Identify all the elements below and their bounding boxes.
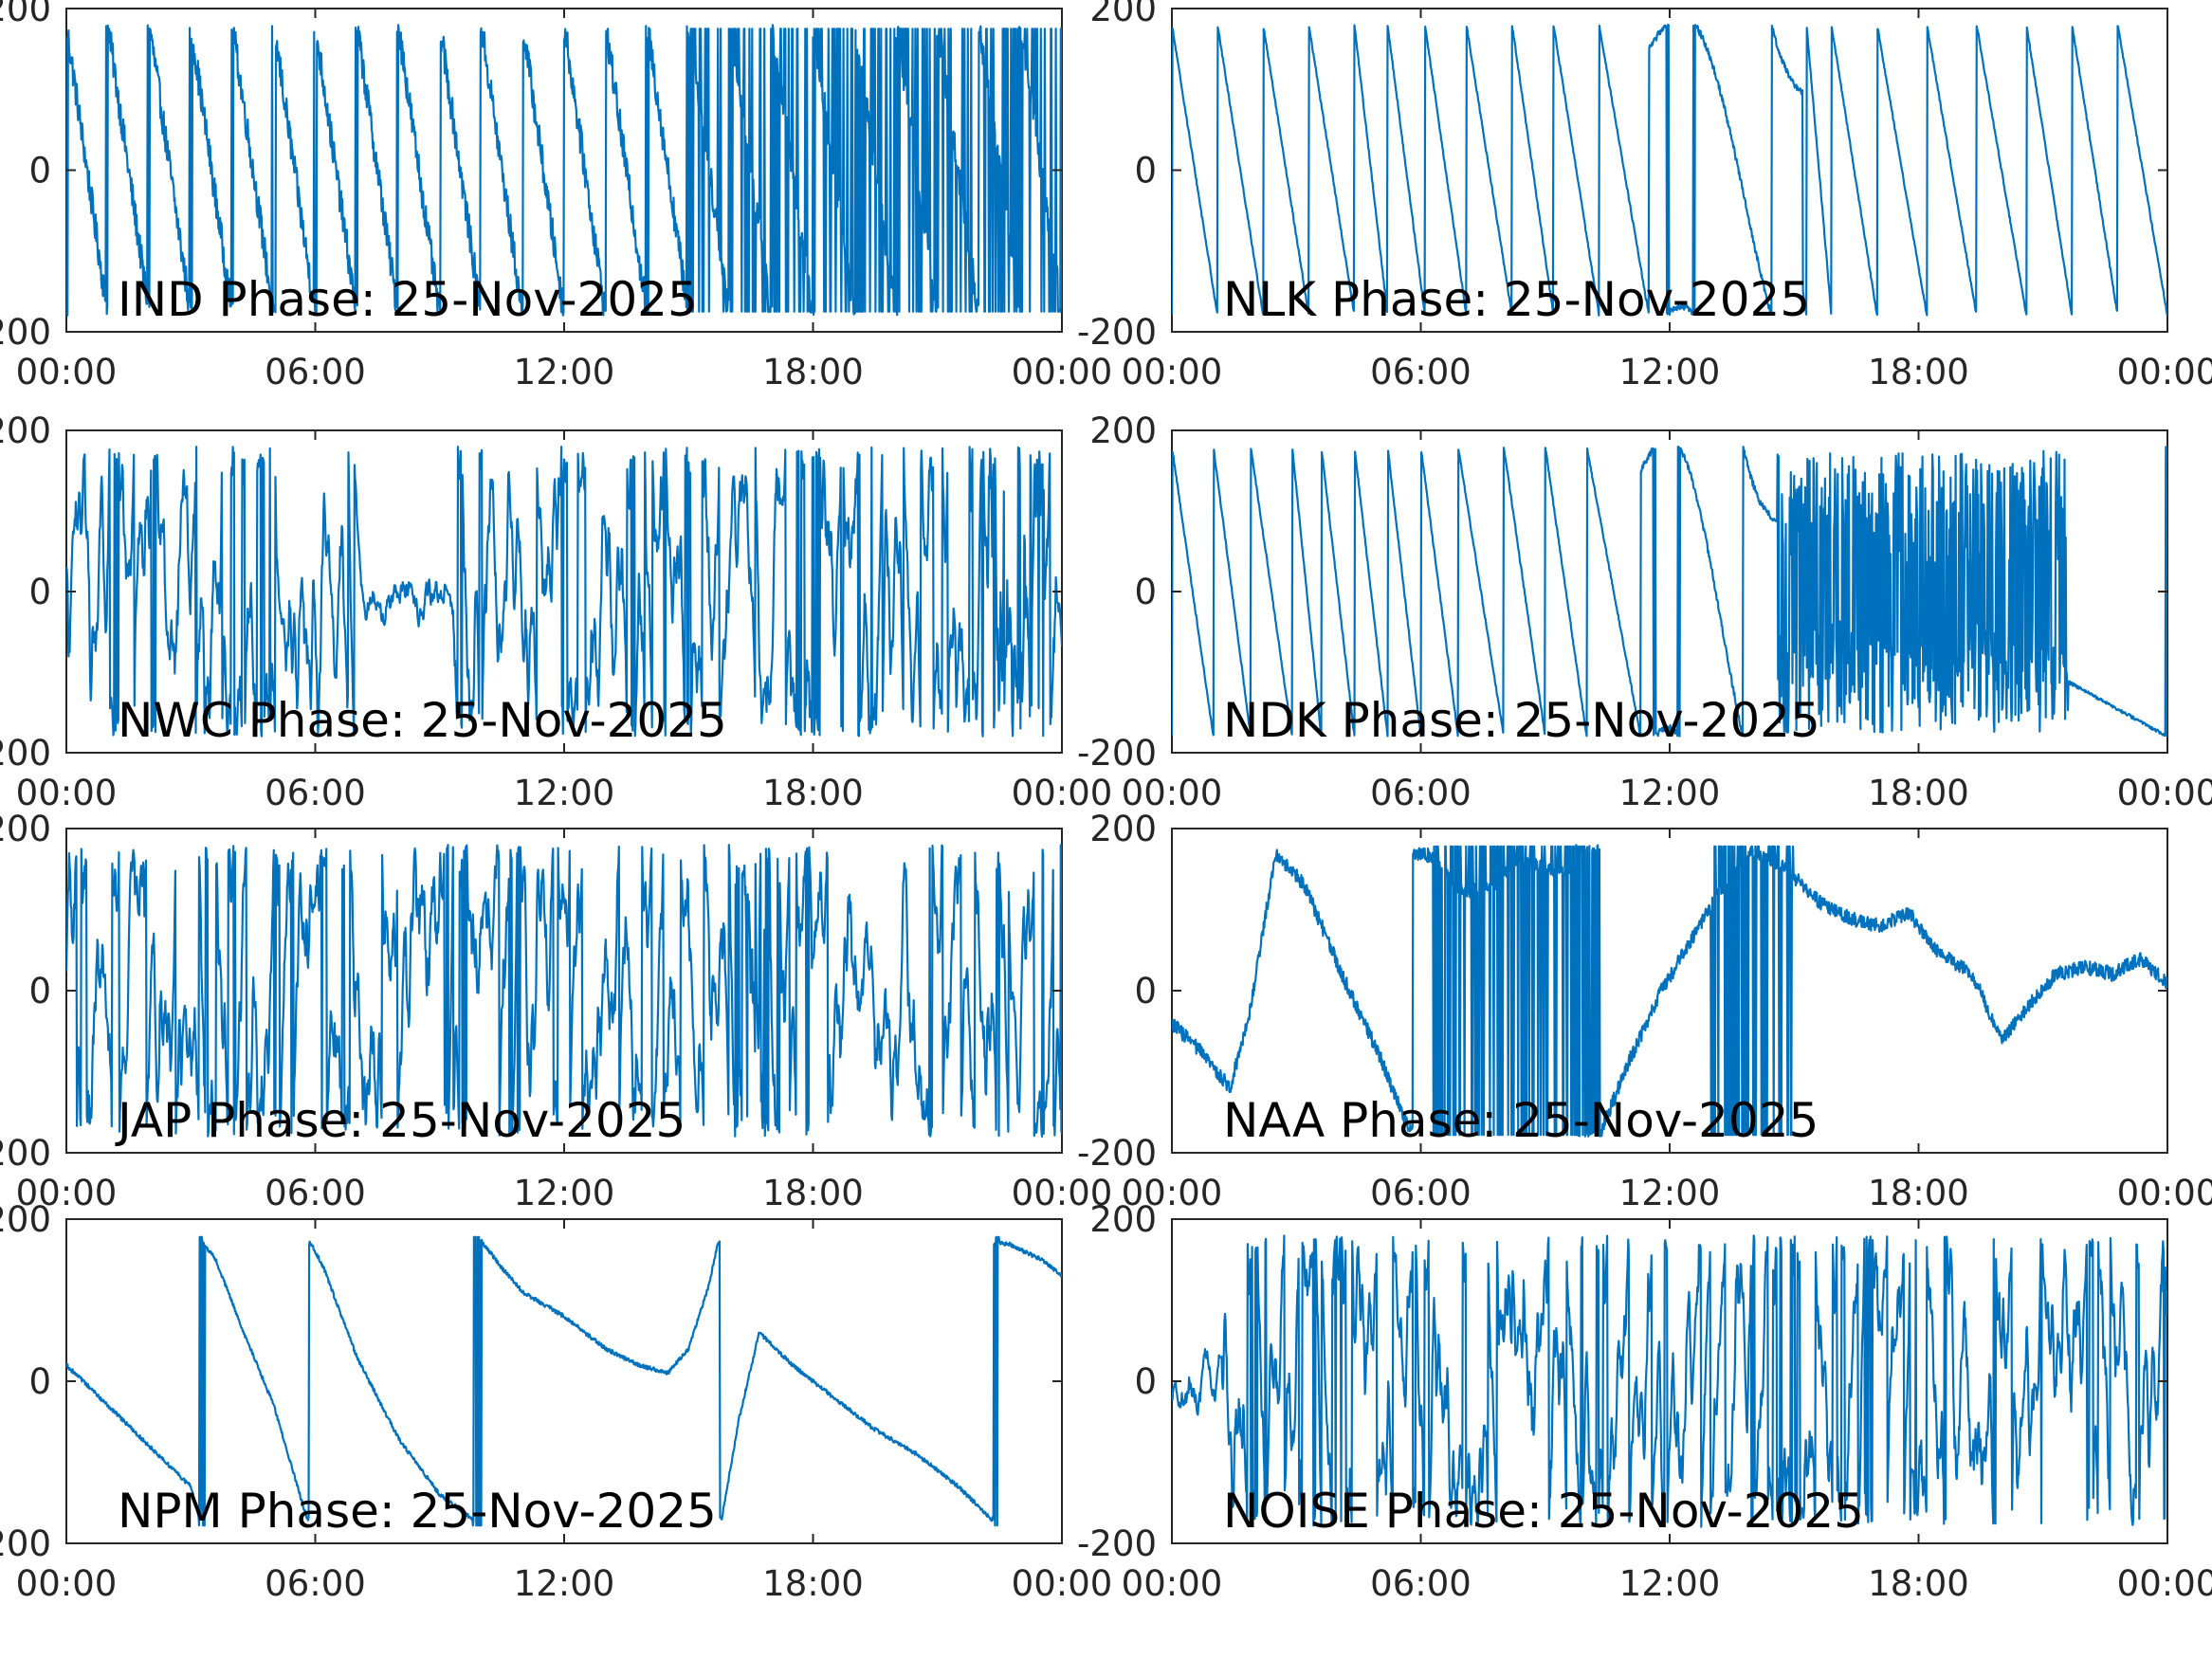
x-tick-label: 18:00 [762, 1173, 864, 1213]
x-tick-label: 18:00 [1868, 352, 1969, 392]
panel-title: NAA Phase: 25-Nov-2025 [1223, 1093, 1819, 1148]
x-tick-label: 12:00 [514, 773, 615, 813]
x-tick-label: 18:00 [1868, 773, 1969, 813]
x-tick-label: 00:00 [16, 1563, 118, 1604]
x-tick-label: 18:00 [1868, 1173, 1969, 1213]
x-tick-label: 00:00 [1122, 773, 1223, 813]
x-tick-label: 06:00 [1370, 773, 1472, 813]
x-tick-label: 06:00 [265, 352, 366, 392]
phase-series-line [66, 844, 1062, 1138]
x-tick-label: 18:00 [762, 352, 864, 392]
phase-panel-5: -200 0 200 00:00 06:00 12:00 18:00 00:00 JAP Pha… [0, 809, 1112, 1213]
x-tick-label: 00:00 [2117, 1173, 2212, 1213]
y-tick-label: 200 [0, 1199, 51, 1240]
x-tick-label: 12:00 [1619, 352, 1721, 392]
panel-title: NWC Phase: 25-Nov-2025 [118, 693, 727, 748]
x-tick-label: 00:00 [1122, 1563, 1223, 1604]
y-tick-label: 200 [1089, 1199, 1157, 1240]
phase-series-line [1172, 24, 2167, 317]
y-tick-label: 0 [28, 572, 51, 612]
y-tick-label: 0 [28, 971, 51, 1012]
x-tick-label: 06:00 [1370, 1563, 1472, 1604]
panel-title: IND Phase: 25-Nov-2025 [118, 272, 698, 327]
y-tick-label: 200 [0, 809, 51, 849]
x-tick-label: 12:00 [1619, 1173, 1721, 1213]
y-tick-label: 0 [1134, 151, 1157, 191]
x-tick-label: 00:00 [16, 1173, 118, 1213]
y-tick-label: -200 [1077, 733, 1157, 774]
y-tick-label: 200 [0, 0, 51, 29]
y-tick-label: -200 [0, 1133, 51, 1174]
x-tick-label: 06:00 [1370, 1173, 1472, 1213]
x-tick-label: 00:00 [1012, 352, 1113, 392]
x-tick-label: 06:00 [1370, 352, 1472, 392]
x-tick-label: 00:00 [16, 773, 118, 813]
phase-series-line [1172, 1234, 2167, 1528]
x-tick-label: 12:00 [1619, 773, 1721, 813]
x-tick-label: 12:00 [514, 1563, 615, 1604]
phase-series-line [66, 1235, 1062, 1527]
phase-series-line [1172, 446, 2167, 738]
x-tick-label: 00:00 [1012, 1563, 1113, 1604]
panel-title: NOISE Phase: 25-Nov-2025 [1223, 1484, 1864, 1539]
y-tick-label: 0 [1134, 971, 1157, 1012]
y-tick-label: 0 [1134, 572, 1157, 612]
x-tick-label: 00:00 [1012, 1173, 1113, 1213]
x-tick-label: 00:00 [1012, 773, 1113, 813]
x-tick-label: 06:00 [265, 1563, 366, 1604]
x-tick-label: 06:00 [265, 773, 366, 813]
y-tick-label: 200 [1089, 410, 1157, 451]
x-tick-label: 18:00 [1868, 1563, 1969, 1604]
phase-series-line [1172, 844, 2167, 1138]
x-tick-label: 12:00 [1619, 1563, 1721, 1604]
axes-box [1171, 828, 2168, 1154]
y-tick-label: -200 [0, 312, 51, 353]
y-tick-label: -200 [1077, 1133, 1157, 1174]
x-tick-label: 00:00 [2117, 1563, 2212, 1604]
x-tick-label: 00:00 [16, 352, 118, 392]
x-tick-label: 00:00 [2117, 773, 2212, 813]
x-tick-label: 18:00 [762, 773, 864, 813]
phase-series-line [66, 446, 1062, 738]
x-tick-label: 00:00 [1122, 352, 1223, 392]
y-tick-label: 200 [0, 410, 51, 451]
y-tick-label: 0 [28, 1361, 51, 1402]
panel-title: JAP Phase: 25-Nov-2025 [115, 1093, 686, 1148]
panel-title: NLK Phase: 25-Nov-2025 [1223, 272, 1810, 327]
axes-box [65, 1218, 1063, 1544]
panel-title: NPM Phase: 25-Nov-2025 [118, 1484, 717, 1539]
y-tick-label: -200 [0, 1523, 51, 1564]
x-tick-label: 18:00 [762, 1563, 864, 1604]
x-tick-label: 12:00 [514, 1173, 615, 1213]
y-tick-label: 0 [28, 151, 51, 191]
y-tick-label: -200 [0, 733, 51, 774]
y-tick-label: -200 [1077, 312, 1157, 353]
x-tick-label: 00:00 [1122, 1173, 1223, 1213]
y-tick-label: 200 [1089, 0, 1157, 29]
panel-title: NDK Phase: 25-Nov-2025 [1223, 693, 1820, 748]
phase-series-line [66, 24, 1062, 317]
x-tick-label: 06:00 [265, 1173, 366, 1213]
x-tick-label: 00:00 [2117, 352, 2212, 392]
y-tick-label: 200 [1089, 809, 1157, 849]
y-tick-label: 0 [1134, 1361, 1157, 1402]
x-tick-label: 12:00 [514, 352, 615, 392]
y-tick-label: -200 [1077, 1523, 1157, 1564]
